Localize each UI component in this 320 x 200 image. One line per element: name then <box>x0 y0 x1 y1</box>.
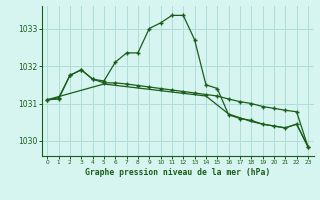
X-axis label: Graphe pression niveau de la mer (hPa): Graphe pression niveau de la mer (hPa) <box>85 168 270 177</box>
